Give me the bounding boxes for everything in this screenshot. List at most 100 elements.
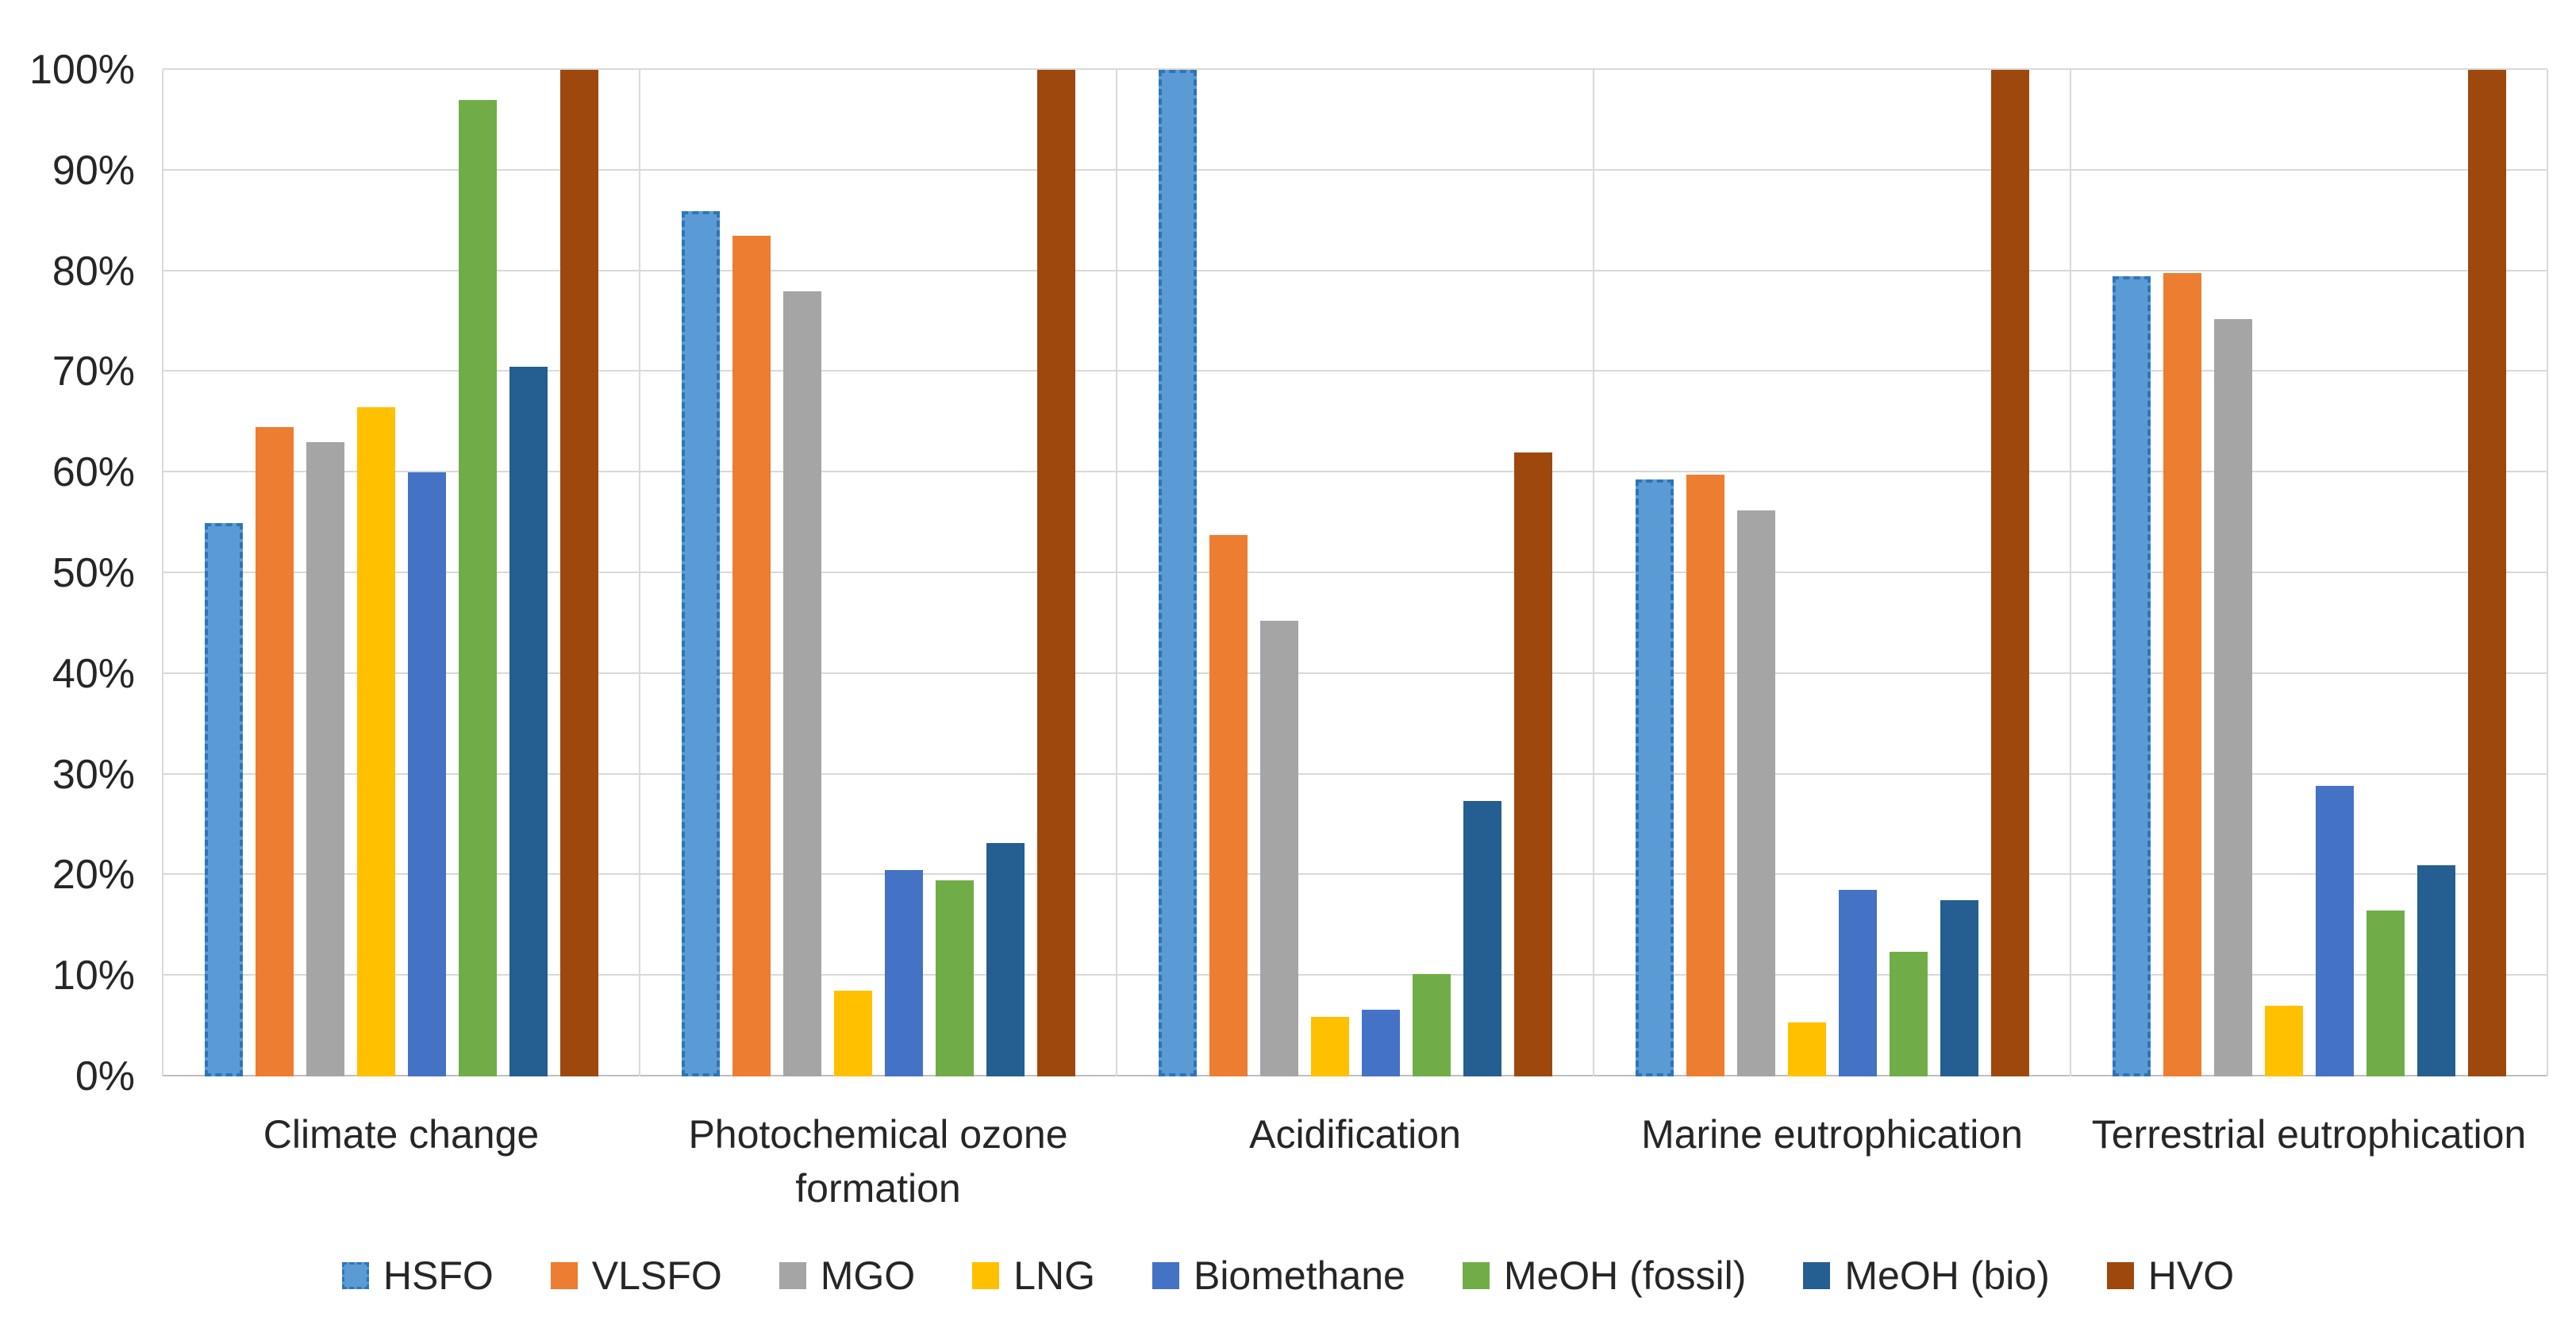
legend-swatch-icon <box>1152 1262 1179 1289</box>
bar-hsfo-4 <box>2112 275 2151 1076</box>
bar-mgo-4 <box>2213 319 2252 1076</box>
y-tick-label: 80% <box>52 248 135 295</box>
plot-area <box>162 68 2548 1076</box>
bar-meoh-bio--3 <box>1940 900 1978 1076</box>
gridline <box>163 471 2547 473</box>
legend-item-mgo: MGO <box>779 1253 915 1299</box>
bar-biomethane-3 <box>1838 890 1877 1076</box>
bar-meoh-bio--2 <box>1463 800 1501 1076</box>
legend-swatch-icon <box>2106 1262 2134 1289</box>
bar-mgo-1 <box>782 291 821 1076</box>
bar-meoh-fossil--3 <box>1889 951 1928 1076</box>
bar-vlsfo-1 <box>732 236 771 1076</box>
bar-hsfo-2 <box>1158 70 1197 1076</box>
legend: HSFO VLSFO MGO LNG Biomethane MeOH (fossil) Me… <box>0 1253 2576 1299</box>
legend-label: MeOH (fossil) <box>1503 1253 1747 1298</box>
legend-swatch-icon <box>1803 1262 1831 1289</box>
bar-mgo-0 <box>306 442 344 1076</box>
legend-item-meoh-fossil-: MeOH (fossil) <box>1462 1253 1747 1299</box>
y-tick-label: 100% <box>29 47 135 93</box>
y-tick-label: 10% <box>52 953 135 999</box>
bar-group-terrestrial-eutrophication <box>2070 70 2547 1076</box>
bar-hvo-0 <box>559 70 598 1076</box>
category-boundary-gridline <box>1593 70 1594 1076</box>
bar-group-photochemical-ozone-formation <box>640 70 1117 1076</box>
category-label: Acidification <box>1249 1112 1461 1157</box>
bar-meoh-bio--1 <box>986 842 1025 1076</box>
y-tick-label: 40% <box>52 650 135 697</box>
bar-hsfo-0 <box>204 522 243 1076</box>
y-tick-label: 20% <box>52 852 135 899</box>
category-boundary-gridline <box>2547 70 2548 1076</box>
bar-vlsfo-2 <box>1209 534 1248 1076</box>
legend-item-biomethane: Biomethane <box>1152 1253 1405 1299</box>
legend-swatch-icon <box>972 1262 1000 1289</box>
bar-hsfo-3 <box>1635 479 1674 1076</box>
bar-biomethane-0 <box>407 472 446 1076</box>
legend-label: Biomethane <box>1193 1253 1405 1298</box>
bar-biomethane-4 <box>2315 785 2354 1076</box>
gridline <box>163 873 2547 876</box>
bar-vlsfo-0 <box>255 427 294 1076</box>
category-boundary-gridline <box>1116 70 1117 1076</box>
legend-swatch-icon <box>1462 1262 1490 1289</box>
y-tick-label: 30% <box>52 751 135 798</box>
bar-meoh-bio--0 <box>509 367 548 1076</box>
gridline <box>163 572 2547 573</box>
bar-biomethane-2 <box>1361 1010 1400 1076</box>
category-boundary-gridline <box>2070 70 2071 1076</box>
category-label: Climate change <box>263 1112 540 1157</box>
bar-groups <box>163 70 2547 1076</box>
legend-item-hsfo: HSFO <box>341 1253 494 1299</box>
bar-mgo-2 <box>1259 620 1298 1076</box>
bar-lng-1 <box>833 991 872 1076</box>
gridline <box>163 772 2547 775</box>
legend-label: MGO <box>820 1253 916 1298</box>
y-tick-label: 70% <box>52 348 135 395</box>
bar-meoh-fossil--1 <box>935 880 974 1076</box>
legend-item-meoh-bio-: MeOH (bio) <box>1803 1253 2050 1299</box>
legend-item-lng: LNG <box>972 1253 1095 1299</box>
bar-hvo-4 <box>2467 70 2506 1076</box>
bar-lng-4 <box>2264 1006 2303 1076</box>
legend-label: HSFO <box>383 1253 494 1298</box>
category-label: Terrestrial eutrophication <box>2091 1112 2527 1157</box>
gridline <box>163 168 2547 171</box>
bar-meoh-bio--4 <box>2416 864 2455 1076</box>
y-tick-label: 50% <box>52 550 135 596</box>
legend-item-hvo: HVO <box>2106 1253 2234 1299</box>
category-boundary-gridline <box>162 70 163 1076</box>
bar-hvo-3 <box>1990 70 2029 1076</box>
y-tick-label: 0% <box>75 1053 135 1099</box>
y-tick-label: 60% <box>52 449 135 496</box>
bar-vlsfo-3 <box>1686 474 1724 1076</box>
category-boundary-gridline <box>639 70 640 1076</box>
category-label: Marine eutrophication <box>1641 1112 2023 1157</box>
bar-meoh-fossil--0 <box>458 100 497 1076</box>
legend-label: VLSFO <box>591 1253 722 1298</box>
bar-lng-2 <box>1310 1017 1349 1076</box>
legend-label: LNG <box>1013 1253 1095 1298</box>
x-axis-category-labels: Climate change Photochemical ozone format… <box>163 1108 2547 1215</box>
gridline <box>163 68 2547 70</box>
bar-mgo-3 <box>1736 510 1775 1076</box>
bar-group-acidification <box>1117 70 1594 1076</box>
bar-hvo-2 <box>1513 452 1552 1076</box>
gridline <box>163 672 2547 674</box>
gridline <box>163 269 2547 271</box>
bar-meoh-fossil--2 <box>1412 973 1451 1076</box>
bar-lng-0 <box>356 406 395 1076</box>
legend-swatch-icon <box>341 1262 369 1289</box>
category-label: Photochemical ozone formation <box>688 1112 1068 1211</box>
bar-group-marine-eutrophication <box>1594 70 2070 1076</box>
bar-meoh-fossil--4 <box>2366 910 2405 1076</box>
legend-swatch-icon <box>550 1262 578 1289</box>
bar-biomethane-1 <box>884 870 923 1076</box>
bar-hsfo-1 <box>681 210 720 1076</box>
bar-lng-3 <box>1787 1022 1826 1076</box>
legend-swatch-icon <box>779 1262 806 1289</box>
y-tick-label: 90% <box>52 147 135 194</box>
gridline <box>163 974 2547 976</box>
legend-item-vlsfo: VLSFO <box>550 1253 722 1299</box>
